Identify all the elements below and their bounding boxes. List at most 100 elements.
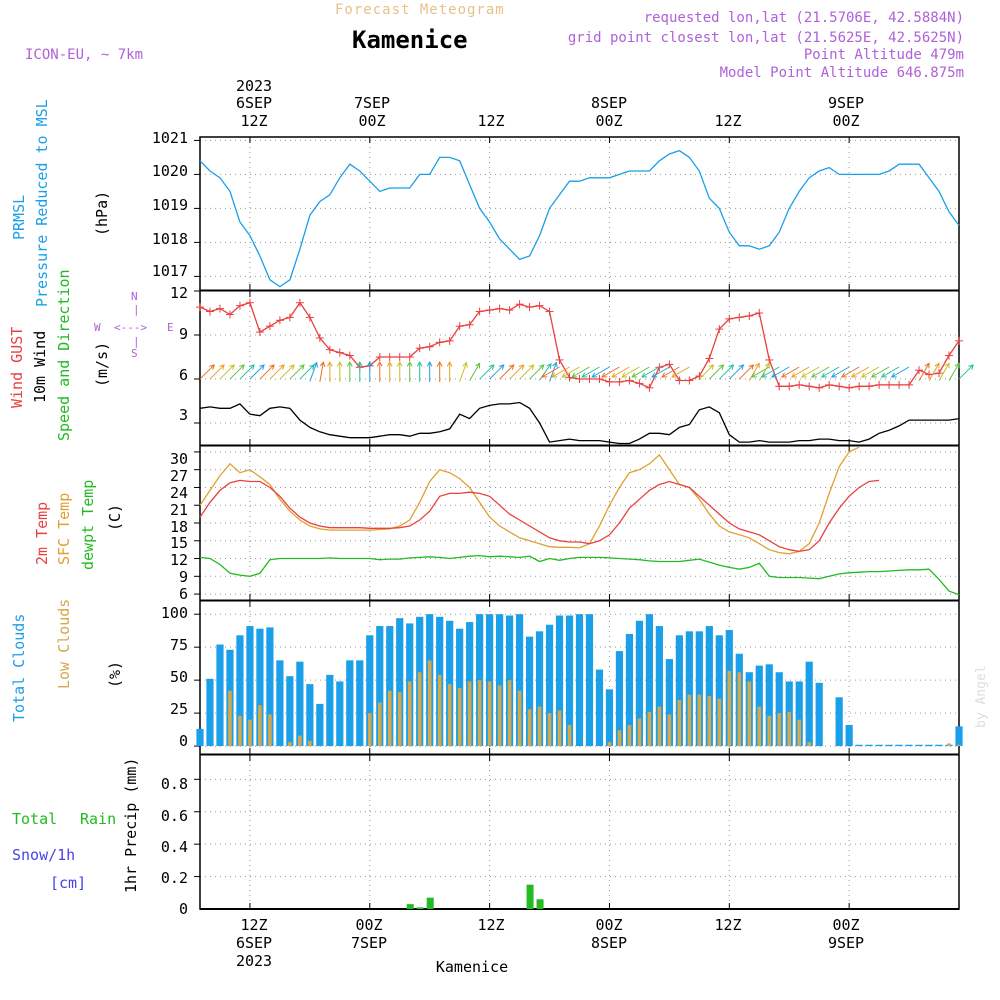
gust-marker — [405, 353, 414, 361]
compass-sep-n: | — [133, 303, 140, 316]
total-cloud-bar — [625, 633, 634, 747]
total-cloud-bar — [895, 744, 903, 747]
wind-arrow-shaft — [841, 366, 860, 378]
pressure-tick-1019: 1019 — [152, 196, 188, 214]
total-cloud-bar — [336, 681, 344, 747]
total-cloud-bar — [845, 724, 853, 747]
wind-direction-arrow — [671, 366, 690, 378]
wind-direction-arrow — [708, 364, 725, 380]
total-cloud-bar — [635, 620, 644, 747]
wind-arrow-head — [790, 372, 797, 378]
wind-direction-arrow — [571, 366, 590, 378]
gust-marker — [555, 355, 564, 364]
info-requested: requested lon,lat (21.5706E, 42.5884N) — [644, 10, 964, 26]
wind-direction-arrow — [748, 362, 760, 381]
clouds-tick-50: 50 — [170, 668, 188, 686]
wind-direction-arrow — [860, 366, 880, 378]
chart-marks — [194, 136, 974, 910]
temp-tick-12: 12 — [170, 551, 188, 569]
wind-arrow-head — [800, 372, 807, 378]
low-cloud-bar — [807, 742, 811, 747]
wind-arrow-shaft — [928, 363, 940, 381]
gust-marker — [845, 383, 854, 392]
footer-location: Kamenice — [436, 958, 508, 976]
wind-direction-arrow — [459, 361, 468, 382]
pressure-tick-1017: 1017 — [152, 262, 188, 280]
compass-e: E — [167, 321, 174, 334]
gust-marker — [465, 320, 474, 329]
wind-arrow-shaft — [728, 364, 744, 380]
wind-direction-arrow — [728, 364, 745, 380]
gust-marker — [265, 322, 274, 331]
wind-arrow-head — [561, 372, 568, 378]
temp-tick-21: 21 — [170, 501, 188, 519]
wind-direction-arrow — [549, 361, 558, 382]
wind-direction-arrow — [346, 360, 353, 382]
bottom-axis-line1: 12Z — [714, 916, 741, 934]
clouds-unit: (%) — [106, 661, 124, 688]
low-cloud-bar — [517, 690, 522, 747]
total-cloud-bar — [885, 744, 893, 747]
wind-panel: Wind GUST 10m Wind Speed and Direction (… — [8, 269, 188, 441]
wind-direction-arrow — [551, 366, 570, 378]
gust-marker — [575, 375, 584, 383]
gust-marker — [425, 342, 434, 351]
wind-tick-12: 12 — [170, 284, 188, 302]
wind-arrow-shaft — [811, 366, 830, 378]
wind-arrow-head — [299, 364, 305, 370]
low-cloud-bar — [367, 713, 372, 747]
gust-marker — [955, 336, 963, 345]
wind-arrow-head — [551, 372, 558, 378]
wind-arrow-shaft — [738, 364, 754, 380]
compass-sep-s: | — [133, 335, 140, 348]
gust-marker — [635, 379, 644, 388]
wind-arrow-head — [728, 364, 735, 370]
wind-arrow-head — [229, 364, 235, 370]
wind-arrow-head — [810, 372, 817, 378]
low-cloud-bar — [397, 692, 402, 747]
wind-direction-arrow — [366, 360, 373, 382]
total-cloud-bar — [525, 636, 534, 747]
wind-arrow-head — [346, 360, 353, 367]
wind-arrow-head — [591, 372, 598, 378]
wind-direction-arrow — [611, 366, 630, 378]
gust-marker — [385, 353, 394, 361]
wind-arrow-shaft — [539, 363, 552, 381]
gust-marker — [565, 373, 574, 382]
wind-arrow-head — [279, 364, 285, 370]
wind-direction-arrow — [751, 366, 770, 378]
bottom-axis-line1: 00Z — [595, 916, 622, 934]
gust-marker — [775, 382, 784, 391]
wind-direction-arrow — [446, 360, 453, 382]
low-cloud-bar — [607, 742, 612, 747]
info-grid: grid point closest lon,lat (21.5625E, 42… — [568, 30, 964, 46]
wind-direction-arrow — [840, 366, 860, 378]
wind-arrow-head — [326, 360, 333, 367]
wind-arrow-head — [538, 364, 545, 370]
wind-direction-arrow — [850, 366, 870, 378]
bottom-axis-line1: 00Z — [355, 916, 382, 934]
gust-marker — [495, 304, 504, 313]
low-cloud-bar — [677, 699, 682, 747]
wind-direction-arrow — [758, 362, 770, 381]
top-axis-line3: 00Z — [595, 112, 622, 130]
gust-marker — [785, 382, 794, 391]
wind-direction-arrow — [631, 366, 650, 378]
temp-2m-line — [199, 479, 880, 553]
low-cloud-bar — [627, 724, 632, 747]
low-cloud-bar — [427, 660, 432, 747]
wind-arrow-head — [552, 361, 558, 368]
total-cloud-bar — [575, 614, 584, 747]
precip-tick-0.4: 0.4 — [161, 838, 188, 856]
wind-arrow-shaft — [571, 366, 590, 378]
gust-marker — [585, 375, 594, 383]
total-cloud-bar — [695, 631, 703, 747]
gust-marker — [445, 336, 454, 345]
wind-direction-arrow — [820, 366, 840, 378]
low-cloud-bar — [687, 694, 692, 747]
low-cloud-bar — [447, 684, 452, 747]
wind-direction-arrow — [541, 366, 560, 378]
low-cloud-bar — [477, 680, 482, 747]
low-cloud-bar — [707, 695, 712, 747]
